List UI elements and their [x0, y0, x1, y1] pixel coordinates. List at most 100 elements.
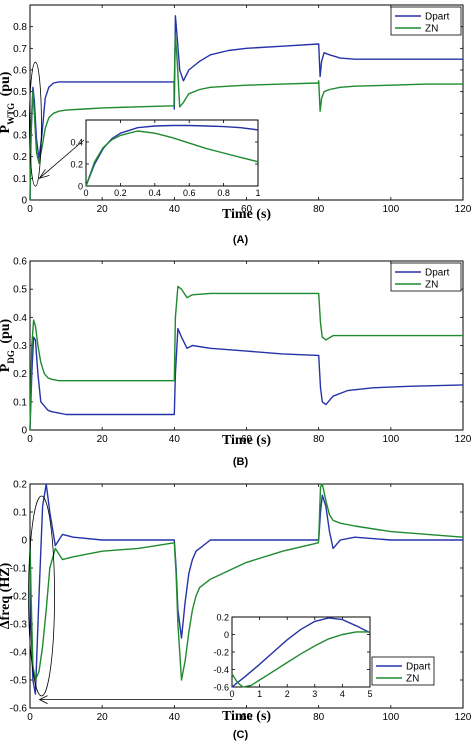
panel-c-inset-xtick-label: 5 — [367, 689, 372, 699]
panel-c-inset-legend-label: Dpart — [406, 662, 431, 673]
panel-a-ytick-label: 0.7 — [13, 44, 27, 55]
panel-a-zoom-arrow-head — [38, 169, 50, 180]
panel-b-ytick-label: 0 — [21, 426, 27, 437]
panel-b-ytick-label: 0.1 — [13, 397, 27, 408]
panel-c-ytick-label: 0.1 — [13, 508, 27, 519]
panel-c-ylabel-main: Δfreq (HZ) — [0, 562, 13, 629]
panel-a: 0 20 40 60 80 100 120 0 0.1 0.2 0.3 0.4 0.5 0.6 0.7 0.8… — [0, 4, 472, 246]
panel-b-xtick-label: 40 — [169, 434, 181, 445]
panel-b-ylabel-sub: DG — [6, 350, 16, 364]
panel-a-inset-series-zn — [85, 130, 259, 187]
panel-c-inset-ytick-label: 0.2 — [216, 613, 229, 623]
panel-a-inset-frame — [85, 119, 259, 187]
panel-c-inset-legend-box — [371, 656, 435, 686]
panel-a-inset-xtick-label: 0.6 — [183, 188, 196, 198]
panel-c-ylabel: Δfreq (HZ) — [0, 562, 13, 629]
panel-b-xtick-label: 0 — [27, 434, 33, 445]
panel-c-inset-ytick-label: -0.4 — [213, 665, 229, 675]
panel-c-series-zn — [29, 483, 464, 681]
panel-c-ytick-label: -0.6 — [10, 704, 28, 715]
panel-b-panel-label: (B) — [233, 456, 249, 468]
panel-b-legend-label: ZN — [425, 280, 438, 291]
panel-c-ytick-label: -0.3 — [10, 620, 28, 631]
panel-a-inset-xtick-label: 0.8 — [217, 188, 230, 198]
panel-b-xtick-label: 80 — [313, 434, 325, 445]
panel-a-inset-xtick-label: 1 — [255, 188, 260, 198]
panel-b-legend-label: Dpart — [425, 268, 450, 279]
panel-c-inset-xtick-label: 0 — [229, 689, 234, 699]
panel-a-zoom-arrow — [39, 139, 85, 179]
panel-a-ylabel-unit: (pu) — [0, 71, 13, 100]
panel-c-xlabel: Time (s) — [222, 709, 271, 724]
panel-a-inset-ytick-label: 0 — [78, 182, 83, 192]
panel-a-series-dpart — [29, 15, 463, 201]
panel-a-xtick-label: 120 — [455, 204, 472, 215]
panel-a-ylabel: PWTG (pu) — [0, 71, 16, 133]
panel-a-ylabel-sub: WTG — [6, 103, 16, 125]
panel-a-ytick-label: 0.3 — [13, 131, 27, 142]
panel-a-inset-xtick-label: 0.4 — [149, 188, 162, 198]
panel-c-xtick-label: 120 — [455, 712, 472, 723]
panel-a-ytick-label: 0.8 — [13, 22, 27, 33]
panel-a-ylabel-main: P — [0, 124, 13, 133]
panel-a-series-zn — [29, 34, 463, 201]
panel-b-xtick-label: 60 — [241, 434, 253, 445]
panel-a-inset: 0 0.2 0.4 0.6 0.8 1 0 0.2 0.4 — [29, 61, 261, 198]
panel-c-ytick-label: -0.2 — [10, 592, 28, 603]
panel-c-zoom-ellipse — [28, 495, 55, 697]
panel-b-ytick-label: 0.2 — [13, 369, 27, 380]
panel-c-inset-series-zn — [231, 631, 370, 688]
panel-a-xtick-label: 60 — [241, 204, 253, 215]
panel-b-xlabel: Time (s) — [222, 433, 271, 448]
panel-a-xtick-label: 40 — [169, 204, 181, 215]
panel-c-ytick-label: -0.4 — [10, 648, 28, 659]
panel-c-inset-ytick-label: -0.6 — [213, 683, 229, 693]
panel-c-inset-series-dpart — [231, 617, 371, 688]
panel-c-inset-xtick-label: 3 — [312, 689, 317, 699]
panel-b-xtick-label: 100 — [382, 434, 399, 445]
panel-a-ytick-label: 0.4 — [13, 109, 27, 120]
panel-a-ytick-label: 0 — [21, 196, 27, 207]
panel-a-legend-label: Dpart — [425, 12, 450, 23]
panel-c-xtick-label: 20 — [97, 712, 109, 723]
panel-b-series-zn — [29, 285, 463, 431]
panel-a-xtick-label: 80 — [313, 204, 325, 215]
panel-c-inset-ytick-label: 0 — [224, 630, 229, 640]
panel-c-ytick-label: -0.5 — [10, 676, 28, 687]
panel-a-panel-label: (A) — [233, 234, 249, 246]
panel-a-legend-label: ZN — [425, 24, 438, 35]
panel-c-ytick-label: -0.1 — [10, 564, 28, 575]
panel-a-inset-ytick-label: 0.2 — [70, 160, 83, 170]
panel-c-inset-legend-label: ZN — [406, 674, 419, 685]
panel-c-xtick-label: 60 — [241, 712, 253, 723]
panel-b-xtick-label: 120 — [455, 434, 472, 445]
panel-a-ytick-label: 0.1 — [13, 174, 27, 185]
panel-c-xtick-label: 100 — [382, 712, 399, 723]
panel-b-xtick-label: 20 — [97, 434, 109, 445]
panel-b-ylabel-unit: (pu) — [0, 318, 13, 347]
panel-b-ytick-label: 0.4 — [13, 313, 27, 324]
panel-c: 0 20 40 60 80 100 120-0.6-0.5-0.4-0.3-0.2-0.10… — [0, 480, 472, 742]
panel-c-ytick-label: 0 — [21, 536, 27, 547]
panel-a-inset-ytick-label: 0.4 — [70, 138, 83, 148]
panel-c-xtick-label: 0 — [27, 712, 33, 723]
panel-c-xtick-label: 40 — [169, 712, 181, 723]
panel-c-zoom-arrow-head — [38, 695, 48, 704]
panel-c-inset-xtick-label: 2 — [285, 689, 290, 699]
panel-a-inset-xtick-label: 0.2 — [114, 188, 127, 198]
panel-c-panel-label: (C) — [233, 729, 249, 741]
panel-a-xtick-label: 100 — [382, 204, 399, 215]
panel-b-ylabel-main: P — [0, 363, 13, 372]
panel-c-inset-ytick-label: -0.2 — [213, 648, 229, 658]
panel-b: 0 20 40 60 80 100 120 0 0.1 0.2 0.3 0.4 0.5 0.6 Time (… — [0, 257, 472, 469]
panel-a-ytick-label: 0.5 — [13, 87, 27, 98]
panel-b-legend-box — [390, 262, 462, 292]
panel-a-zoom-ellipse — [29, 61, 42, 187]
panel-a-legend-box — [390, 6, 462, 36]
panel-c-xtick-label: 80 — [313, 712, 325, 723]
panel-b-ytick-label: 0.3 — [13, 341, 27, 352]
panel-a-ytick-label: 0.2 — [13, 152, 27, 163]
panel-a-xtick-label: 20 — [97, 204, 109, 215]
